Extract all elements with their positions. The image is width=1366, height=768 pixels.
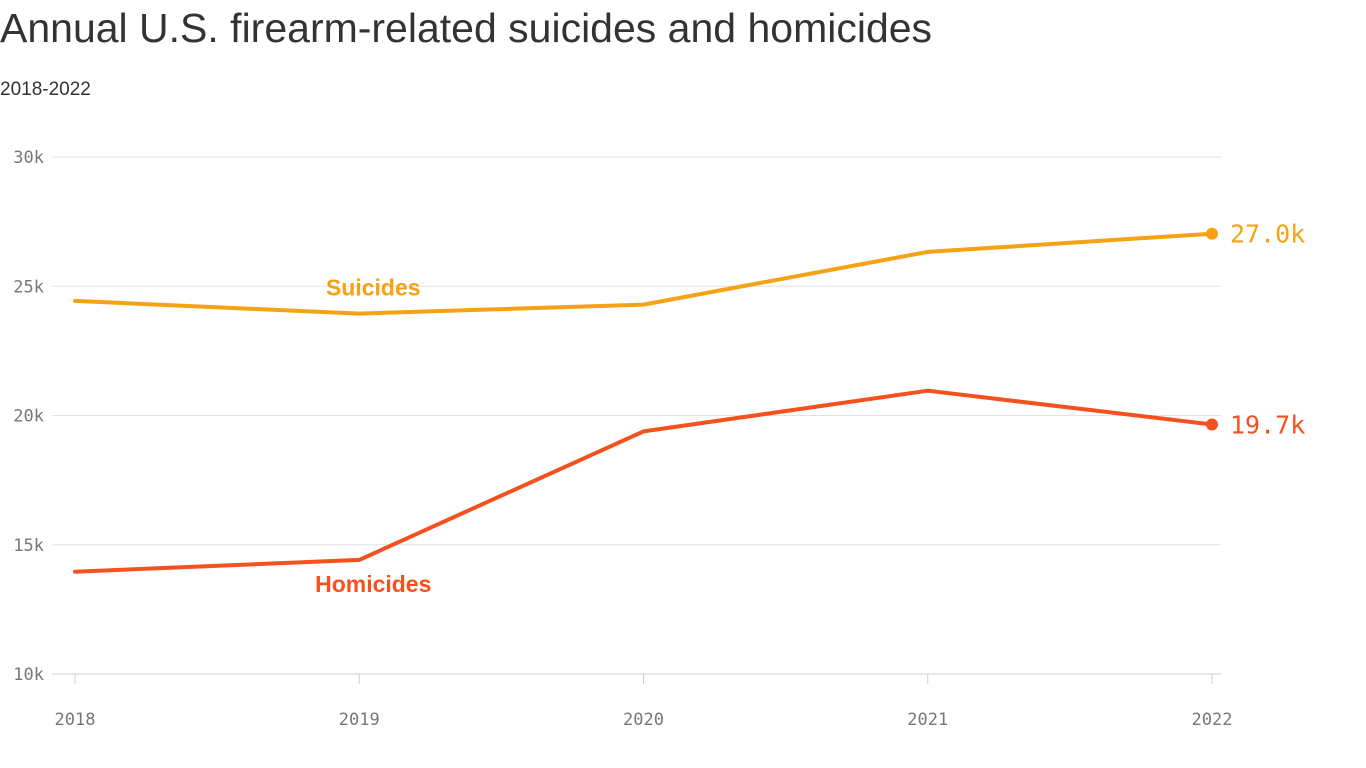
series-name-label-homicides: Homicides [315, 571, 431, 597]
x-tick-label: 2019 [339, 710, 380, 730]
x-tick-label: 2020 [623, 710, 664, 730]
series-lines [73, 227, 1218, 574]
x-tick-label: 2018 [55, 710, 96, 730]
series-line-homicides [73, 388, 1214, 574]
series-name-label-suicides: Suicides [326, 275, 421, 301]
end-point-suicides [1206, 227, 1218, 240]
chart-subtitle: 2018-2022 [0, 79, 91, 100]
y-tick-label: 20k [13, 407, 44, 427]
y-tick-label: 30k [13, 148, 44, 168]
y-tick-label: 15k [13, 536, 44, 556]
end-value-label-suicides: 27.0k [1230, 220, 1305, 249]
x-tick-label: 2022 [1192, 710, 1233, 730]
labels: 27.0k Suicides 19.7k Homicides [315, 220, 1305, 597]
x-tick-label: 2021 [907, 710, 948, 730]
axes: 10k 15k 20k 25k 30k 2018 2019 2020 2021 2022 [13, 148, 1232, 730]
chart-title: Annual U.S. firearm-related suicides and… [0, 5, 933, 51]
series-line-suicides [73, 231, 1214, 316]
y-tick-label: 10k [13, 665, 44, 685]
end-point-homicides [1206, 418, 1218, 431]
y-tick-label: 25k [13, 277, 44, 297]
gridlines [52, 156, 1221, 675]
end-value-label-homicides: 19.7k [1230, 411, 1305, 440]
